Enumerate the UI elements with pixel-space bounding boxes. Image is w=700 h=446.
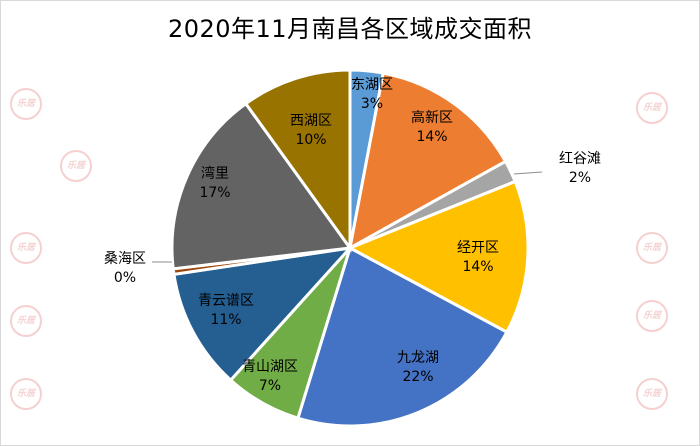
leader-line-红谷滩 — [513, 171, 543, 175]
pie-slice-7 — [172, 245, 354, 383]
slice-value-label-3: 2% — [569, 170, 591, 186]
pie-slice-9 — [170, 101, 353, 271]
slice-value-label-8: 0% — [114, 270, 136, 286]
slice-label-6: 青山湖区 — [242, 359, 298, 375]
slice-label-2: 高新区 — [411, 109, 453, 126]
slice-value-label-4: 14% — [462, 259, 493, 275]
slice-label-3: 红谷滩 — [559, 151, 601, 167]
chart-title: 2020年11月南昌各区域成交面积 — [167, 15, 533, 43]
slice-label-7: 青云谱区 — [198, 293, 254, 309]
slice-value-label-1: 3% — [361, 96, 383, 112]
slice-value-label-2: 14% — [416, 129, 447, 145]
slice-value-label-5: 22% — [402, 369, 433, 385]
slice-value-label-7: 11% — [210, 312, 241, 328]
pie-slice-4 — [346, 179, 530, 335]
slice-label-5: 九龙湖 — [397, 350, 439, 366]
pie-slice-2 — [347, 71, 508, 251]
slice-label-1: 东湖区 — [351, 77, 393, 93]
slice-label-9: 湾里 — [201, 165, 229, 182]
watermark-logo: 乐居 — [60, 150, 92, 182]
watermark-logo: 乐居 — [636, 378, 668, 410]
watermark-logo: 乐居 — [10, 305, 42, 337]
slice-value-label-10: 10% — [295, 132, 326, 148]
pie-slice-5 — [296, 245, 509, 428]
watermark-logo: 乐居 — [636, 92, 668, 124]
slice-label-8: 桑海区 — [104, 251, 146, 267]
slice-label-10: 西湖区 — [290, 113, 332, 129]
pie-slice-10 — [243, 68, 352, 253]
slice-label-4: 经开区 — [457, 240, 499, 256]
watermark-logo: 乐居 — [636, 300, 668, 332]
watermark-logo: 乐居 — [10, 232, 42, 264]
slice-value-label-9: 17% — [199, 185, 230, 201]
slice-value-label-6: 7% — [259, 378, 281, 394]
watermark-logo: 乐居 — [10, 88, 42, 120]
watermark-logo: 乐居 — [10, 378, 42, 410]
watermark-logo: 乐居 — [636, 232, 668, 264]
